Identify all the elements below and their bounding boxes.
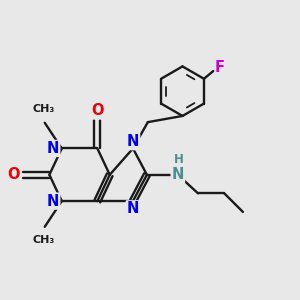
Text: N: N [127, 134, 139, 149]
Text: O: O [91, 103, 104, 118]
Text: F: F [215, 61, 225, 76]
Text: H: H [174, 153, 184, 166]
Text: N: N [47, 194, 59, 208]
Text: CH₃: CH₃ [32, 236, 54, 245]
Text: N: N [47, 141, 59, 156]
Text: N: N [127, 201, 139, 216]
Text: N: N [172, 167, 184, 182]
Text: CH₃: CH₃ [32, 104, 54, 114]
Text: O: O [8, 167, 20, 182]
